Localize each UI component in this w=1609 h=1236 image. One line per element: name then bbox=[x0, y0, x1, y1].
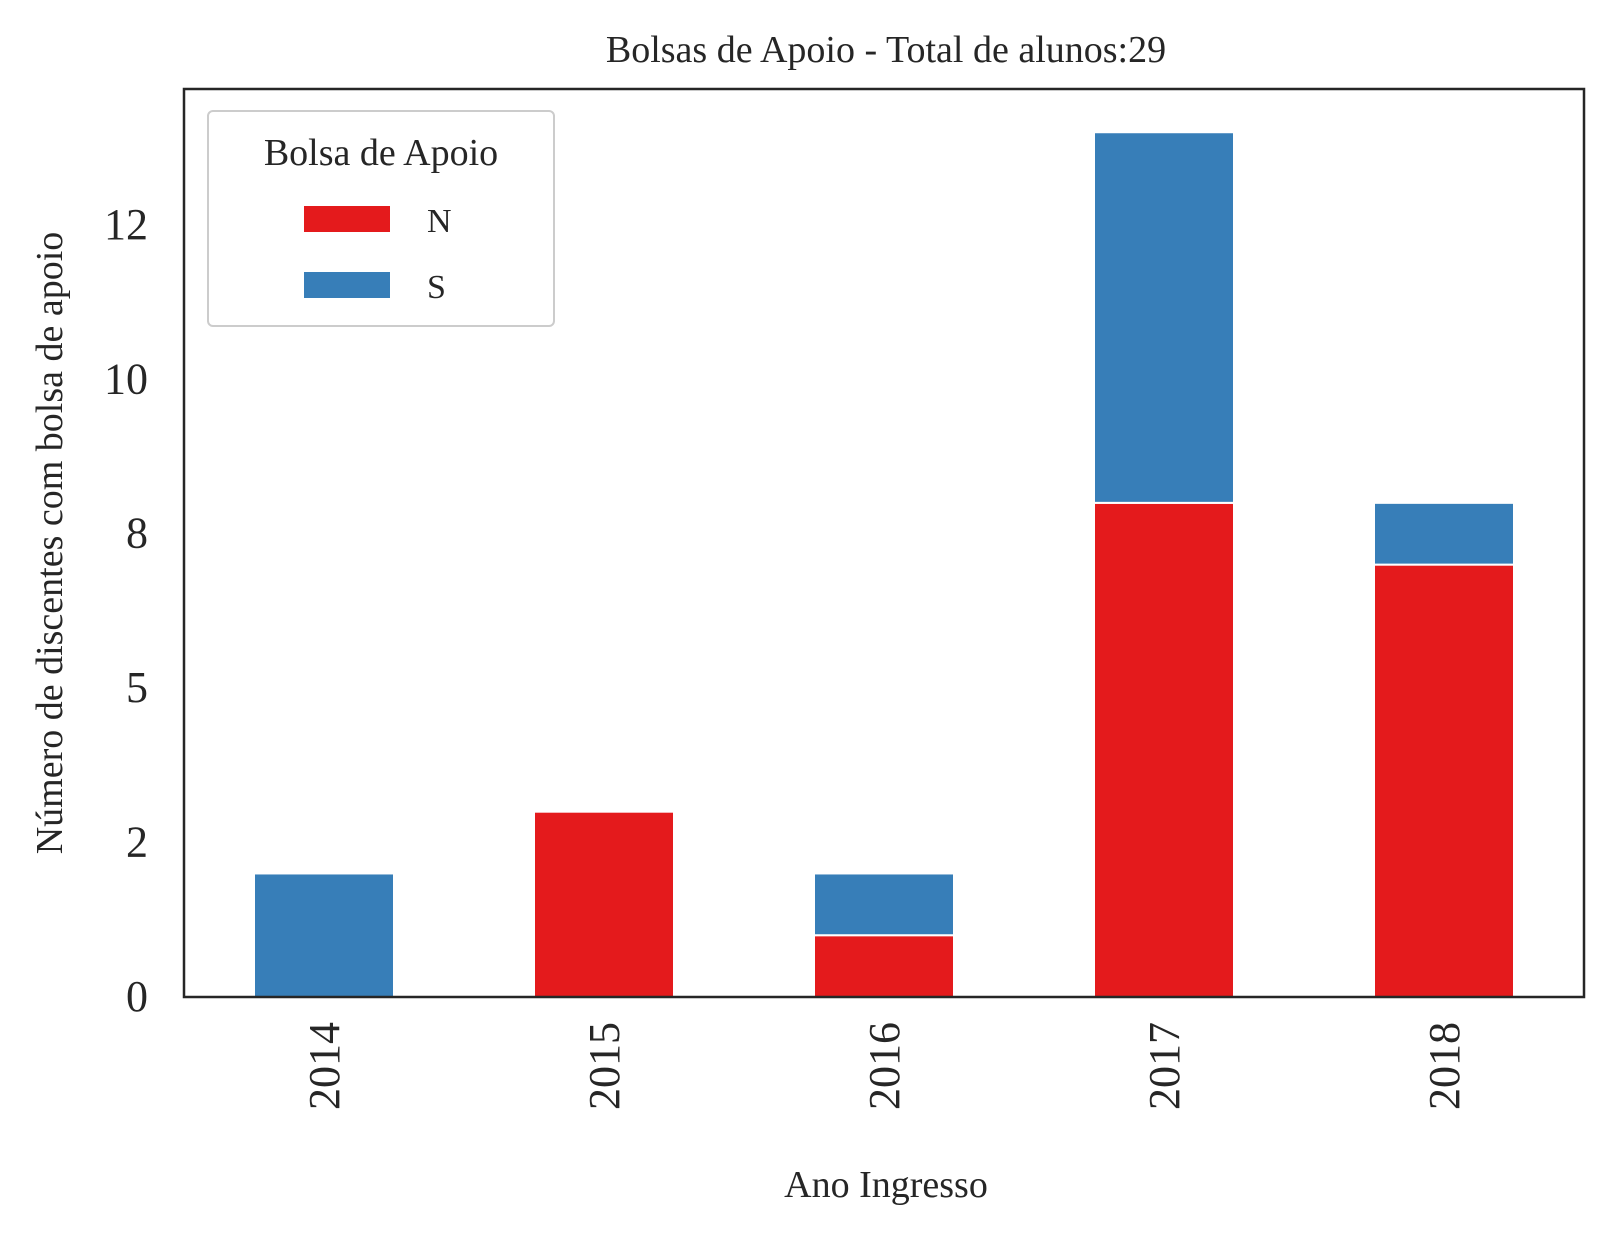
y-tick-label: 8 bbox=[126, 509, 148, 558]
plot-frame bbox=[182, 87, 1586, 999]
bar-2015-n bbox=[533, 810, 675, 998]
legend-swatch-s bbox=[304, 272, 390, 298]
y-axis-ticks: 0 2 5 8 10 12 bbox=[104, 200, 148, 1021]
y-tick-label: 0 bbox=[126, 972, 148, 1021]
x-tick-label: 2015 bbox=[580, 1022, 629, 1110]
bar-2016-n bbox=[813, 934, 955, 998]
legend-title: Bolsa de Apoio bbox=[264, 132, 498, 174]
y-tick-label: 10 bbox=[104, 354, 148, 403]
bar-2018-s bbox=[1373, 501, 1515, 566]
bars-layer bbox=[253, 131, 1515, 998]
bar-2018-n bbox=[1373, 563, 1515, 998]
legend-swatch-n bbox=[304, 206, 390, 232]
chart-title: Bolsas de Apoio - Total de alunos:29 bbox=[606, 29, 1166, 71]
legend-label-s: S bbox=[427, 269, 446, 306]
bar-2016-s bbox=[813, 872, 955, 937]
x-tick-label: 2018 bbox=[1420, 1022, 1469, 1110]
bar-2014-s bbox=[253, 872, 395, 998]
y-tick-label: 5 bbox=[126, 663, 148, 712]
y-tick-label: 12 bbox=[104, 200, 148, 249]
x-tick-label: 2014 bbox=[300, 1022, 349, 1110]
x-axis-ticks: 2014 2015 2016 2017 2018 bbox=[300, 1022, 1469, 1110]
legend-label-n: N bbox=[427, 203, 452, 240]
legend: Bolsa de Apoio N S bbox=[207, 110, 555, 327]
x-tick-label: 2017 bbox=[1140, 1022, 1189, 1110]
bar-2017-s bbox=[1093, 131, 1235, 504]
bar-2017-n bbox=[1093, 501, 1235, 998]
y-tick-label: 2 bbox=[126, 818, 148, 867]
x-tick-label: 2016 bbox=[860, 1022, 909, 1110]
x-axis-label: Ano Ingresso bbox=[784, 1164, 988, 1206]
y-axis-label: Número de discentes com bolsa de apoio bbox=[29, 232, 71, 855]
